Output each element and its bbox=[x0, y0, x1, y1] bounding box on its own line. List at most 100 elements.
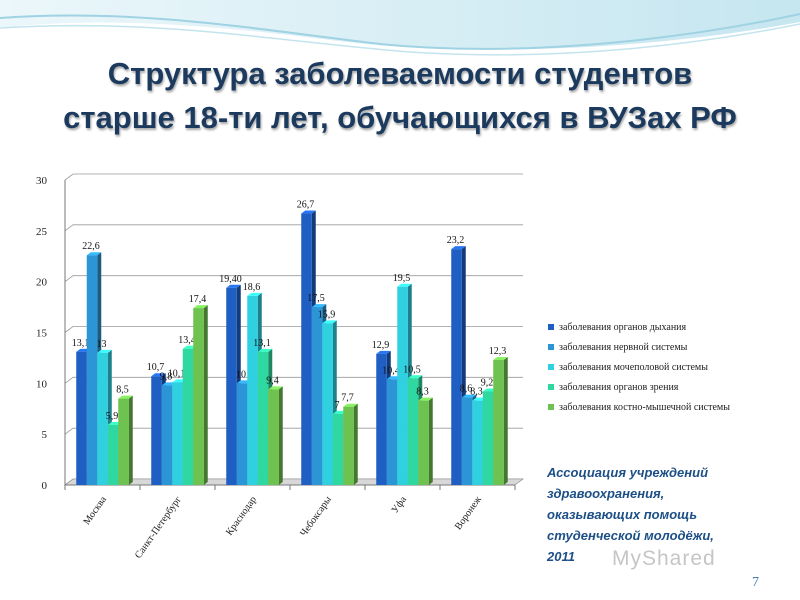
credit-line: 2011 bbox=[547, 549, 575, 564]
bar-top bbox=[301, 210, 316, 214]
bar-top bbox=[226, 284, 241, 288]
bar-front bbox=[418, 400, 429, 485]
bar-top bbox=[407, 375, 423, 379]
title-line-2: старше 18-ти лет, обучающихся в ВУЗах РФ bbox=[63, 100, 737, 135]
bar-top bbox=[86, 252, 102, 256]
bar-top bbox=[461, 394, 477, 398]
credit-line: Ассоциация учреждений bbox=[547, 465, 709, 480]
bar-front bbox=[236, 383, 248, 485]
x-tick-label: Чебоксары bbox=[298, 494, 334, 539]
bar-front bbox=[172, 382, 183, 485]
legend-swatch bbox=[548, 344, 554, 350]
data-label: 13,4 bbox=[178, 335, 196, 346]
gridline bbox=[64, 275, 523, 282]
y-tick-label: 5 bbox=[42, 429, 48, 441]
data-label: 8,3 bbox=[416, 387, 429, 398]
data-label: 26,7 bbox=[297, 200, 315, 211]
credit-line: здравоохранения, bbox=[547, 486, 665, 501]
data-label: 8,3 bbox=[470, 387, 483, 398]
bar-top bbox=[418, 397, 433, 401]
bar-front bbox=[397, 286, 408, 485]
legend-swatch bbox=[548, 404, 554, 410]
gridline bbox=[64, 173, 523, 181]
bar-front bbox=[482, 391, 494, 485]
data-label: 8,6 bbox=[460, 384, 473, 395]
data-label: 5,9 bbox=[106, 411, 119, 422]
bar-front bbox=[161, 385, 173, 485]
slide-title: Структура заболеваемости студентов старш… bbox=[0, 52, 800, 140]
bar-top bbox=[493, 356, 508, 360]
bar bbox=[493, 356, 508, 485]
bar-side bbox=[203, 305, 208, 485]
bar bbox=[343, 403, 358, 485]
data-label: 9,2 bbox=[481, 377, 494, 388]
bar-front bbox=[118, 398, 129, 485]
bar-front bbox=[322, 323, 333, 485]
bar-front bbox=[97, 352, 108, 485]
bar-front bbox=[451, 249, 462, 485]
bar-front bbox=[407, 378, 419, 485]
data-label: 13 bbox=[97, 339, 107, 350]
y-tick-label: 10 bbox=[36, 378, 48, 390]
bar-top bbox=[247, 292, 262, 296]
bar-front bbox=[86, 255, 98, 485]
credit-line: оказывающих помощь bbox=[547, 507, 698, 522]
bar-front bbox=[472, 400, 483, 485]
legend-label: заболевания костно-мышечной системы bbox=[559, 402, 730, 413]
bar-top bbox=[268, 386, 283, 390]
data-label: 19,40 bbox=[219, 274, 242, 285]
bar-side bbox=[428, 397, 433, 485]
bar bbox=[193, 305, 208, 485]
bar bbox=[118, 395, 133, 485]
bar-front bbox=[343, 406, 354, 485]
legend-swatch bbox=[548, 324, 554, 330]
x-tick-label: Воронеж bbox=[453, 494, 484, 532]
bar-side bbox=[353, 403, 358, 485]
bar-top bbox=[311, 304, 327, 308]
bar-front bbox=[107, 425, 119, 485]
decorative-waves bbox=[0, 0, 800, 56]
legend-swatch bbox=[548, 364, 554, 370]
bar-top bbox=[343, 403, 358, 407]
legend-label: заболевания органов зрения bbox=[559, 382, 679, 393]
data-label: 23,2 bbox=[447, 235, 465, 246]
y-tick-label: 25 bbox=[36, 226, 48, 238]
x-tick-label: Уфа bbox=[390, 494, 410, 516]
data-label: 8,5 bbox=[116, 385, 129, 396]
bar-front bbox=[247, 295, 258, 485]
bar bbox=[268, 386, 283, 485]
gridline bbox=[64, 376, 523, 384]
data-label: 19,5 bbox=[393, 273, 411, 284]
data-label: 13,1 bbox=[253, 338, 271, 349]
gridline bbox=[64, 326, 523, 333]
data-label: 18,6 bbox=[243, 282, 261, 293]
legend-swatch bbox=[548, 384, 554, 390]
bar-front bbox=[301, 213, 312, 486]
title-line-1: Структура заболеваемости студентов bbox=[107, 56, 693, 91]
data-label: 17,4 bbox=[189, 294, 207, 305]
bar-front bbox=[151, 376, 162, 485]
bar-top bbox=[257, 348, 273, 352]
data-label: 13,1 bbox=[72, 338, 90, 349]
y-tick-label: 15 bbox=[36, 328, 48, 340]
credit-line: студенческой молодёжи, bbox=[547, 528, 714, 543]
data-label: 7 bbox=[335, 400, 340, 411]
bar-front bbox=[268, 389, 279, 485]
bar-side bbox=[128, 395, 133, 485]
bar-top bbox=[118, 395, 133, 399]
bar-front bbox=[386, 379, 398, 485]
bar-side bbox=[503, 356, 508, 485]
bar-front bbox=[493, 359, 504, 485]
data-label: 7,7 bbox=[341, 393, 354, 404]
data-label: 17,5 bbox=[307, 293, 325, 304]
legend-label: заболевания органов дыхания bbox=[559, 322, 687, 333]
bar-side bbox=[278, 386, 283, 485]
gridline bbox=[64, 427, 523, 435]
data-label: 10,7 bbox=[147, 362, 165, 373]
gridline bbox=[64, 224, 523, 232]
page-number: 7 bbox=[752, 575, 759, 590]
data-label: 10,1 bbox=[168, 368, 186, 379]
bar-top bbox=[376, 350, 391, 354]
bar-top bbox=[97, 349, 112, 353]
